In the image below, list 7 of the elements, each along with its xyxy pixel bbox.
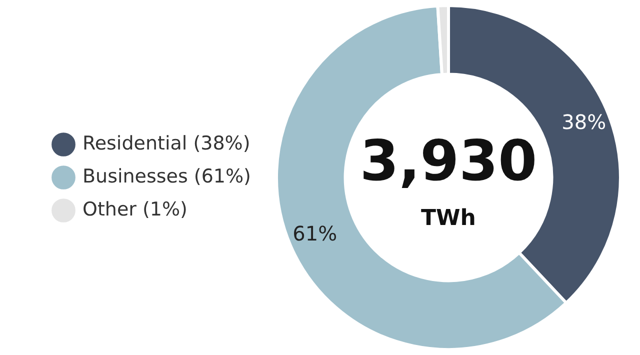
text: 3,930	[360, 129, 538, 194]
legend-label: Businesses (61%)	[82, 165, 251, 188]
data-label: 38%	[562, 110, 606, 134]
legend-label: Residential (38%)	[82, 132, 250, 154]
legend-label: Other (1%)	[82, 198, 188, 220]
text: TWh	[421, 206, 476, 232]
data-label: 61%	[292, 222, 338, 246]
